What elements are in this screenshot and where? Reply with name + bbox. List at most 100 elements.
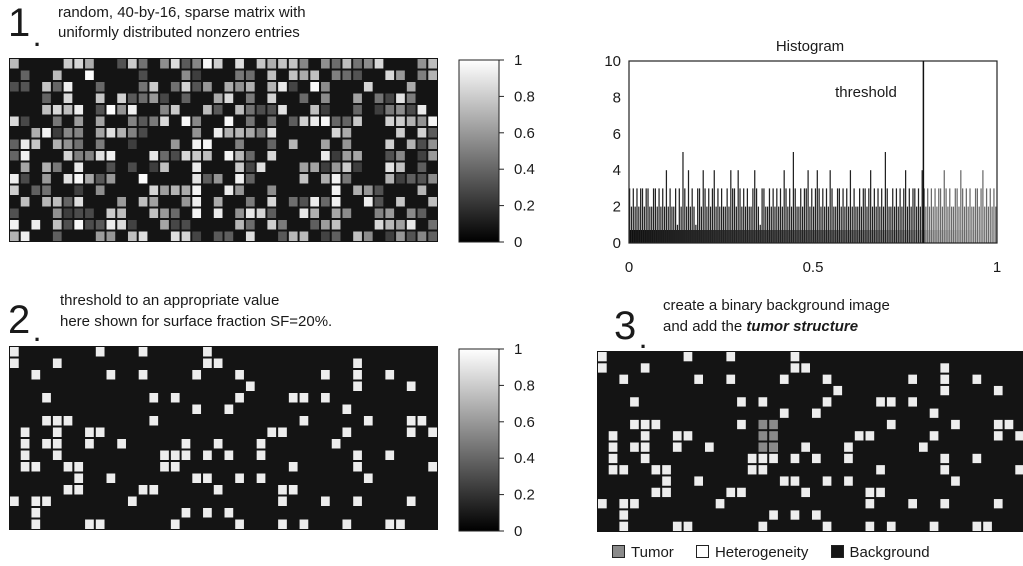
colorbar-tick-label: 0.8 — [514, 88, 535, 105]
matrix-cell — [10, 496, 19, 506]
matrix-cell — [203, 347, 212, 357]
matrix-cell — [74, 208, 84, 218]
colorbar-tick-label: 0.2 — [514, 487, 535, 504]
histogram-bar — [656, 206, 658, 243]
colorbar-tick-label: 0.6 — [514, 125, 535, 142]
matrix-cell — [737, 419, 746, 430]
histogram-bar — [934, 188, 936, 243]
matrix-cell — [31, 220, 41, 230]
matrix-cell — [213, 59, 223, 69]
matrix-cell — [52, 139, 62, 149]
histogram-bar — [706, 206, 708, 243]
histogram-bar — [881, 188, 883, 243]
histogram-bar — [803, 188, 806, 243]
matrix-cell — [106, 105, 116, 115]
matrix-cell — [951, 476, 960, 486]
matrix-cell — [1015, 465, 1023, 475]
matrix-cell — [278, 427, 287, 437]
matrix-cell — [844, 453, 853, 464]
matrix-cell — [342, 59, 352, 69]
matrix-cell — [342, 70, 352, 80]
histogram-bar — [779, 188, 782, 243]
matrix-cell — [74, 151, 84, 161]
matrix-cell — [353, 381, 362, 391]
matrix-cell — [224, 128, 234, 138]
matrix-cell — [203, 105, 212, 115]
histogram-bar — [790, 206, 793, 243]
matrix-cell — [801, 487, 810, 498]
heterogeneity-swatch — [695, 545, 709, 558]
matrix-cell — [52, 208, 62, 218]
matrix-cell — [95, 185, 105, 195]
matrix-cell — [235, 473, 244, 483]
histogram-y-tick-label: 8 — [613, 89, 621, 106]
histogram-bar — [675, 188, 677, 243]
matrix-cell — [224, 450, 234, 460]
histogram-bar — [663, 206, 666, 243]
matrix-cell — [149, 93, 159, 103]
matrix-cell — [42, 185, 51, 195]
histogram-bar — [838, 188, 840, 243]
histogram-bar — [750, 206, 752, 243]
matrix-cell — [85, 439, 94, 449]
matrix-cell — [42, 416, 51, 426]
matrix-cell — [278, 220, 287, 230]
matrix-cell — [662, 487, 671, 498]
matrix-cell — [95, 93, 105, 103]
histogram-bar — [759, 224, 761, 243]
matrix-cell — [769, 510, 778, 520]
colorbar-tick-label: 0.6 — [514, 414, 535, 431]
histogram-bar — [807, 170, 809, 243]
matrix-cell — [299, 93, 309, 103]
matrix-cell — [95, 128, 105, 138]
matrix-cell — [213, 197, 223, 207]
matrix-cell — [640, 453, 650, 464]
matrix-cell — [127, 105, 137, 115]
histogram-bar — [697, 188, 699, 243]
matrix-cell — [203, 139, 212, 149]
matrix-cell — [181, 197, 191, 207]
histogram-bar — [936, 206, 938, 243]
histogram-bar — [651, 206, 653, 243]
matrix-cell — [160, 162, 169, 172]
matrix-cell — [321, 496, 330, 506]
histogram-bar — [652, 188, 655, 243]
histogram-bar — [748, 206, 750, 243]
histogram-bar — [776, 188, 778, 243]
matrix-cell — [256, 59, 266, 69]
histogram-bar — [888, 206, 890, 243]
matrix-cell — [396, 231, 405, 241]
matrix-cell — [321, 93, 330, 103]
histogram-bar — [671, 206, 673, 243]
matrix-cell — [288, 485, 298, 495]
matrix-cell — [267, 93, 277, 103]
matrix-cell — [929, 408, 939, 418]
matrix-cell — [726, 352, 736, 362]
matrix-cell — [310, 197, 320, 207]
matrix-cell — [192, 197, 202, 207]
matrix-cell — [52, 231, 62, 241]
matrix-cell — [598, 363, 607, 373]
histogram-bar — [903, 188, 905, 243]
histogram-bar — [914, 188, 916, 243]
matrix-cell — [886, 521, 896, 531]
histogram-bar — [805, 188, 807, 243]
matrix-cell — [288, 82, 298, 92]
matrix-cell — [256, 128, 266, 138]
matrix-cell — [170, 82, 180, 92]
matrix-cell — [331, 174, 341, 184]
matrix-cell — [758, 521, 768, 531]
matrix-cell — [342, 139, 352, 149]
histogram-bar — [829, 170, 831, 243]
matrix-cell — [428, 70, 437, 80]
matrix-cell — [331, 151, 341, 161]
histogram-bar — [901, 206, 903, 243]
matrix-cell — [203, 151, 212, 161]
step-3-dot: . — [640, 328, 647, 353]
matrix-cell — [170, 105, 180, 115]
matrix-cell — [321, 370, 330, 380]
histogram-bar — [744, 206, 747, 243]
matrix-cell — [224, 508, 234, 518]
matrix-cell — [138, 485, 148, 495]
matrix-cell — [790, 352, 800, 362]
